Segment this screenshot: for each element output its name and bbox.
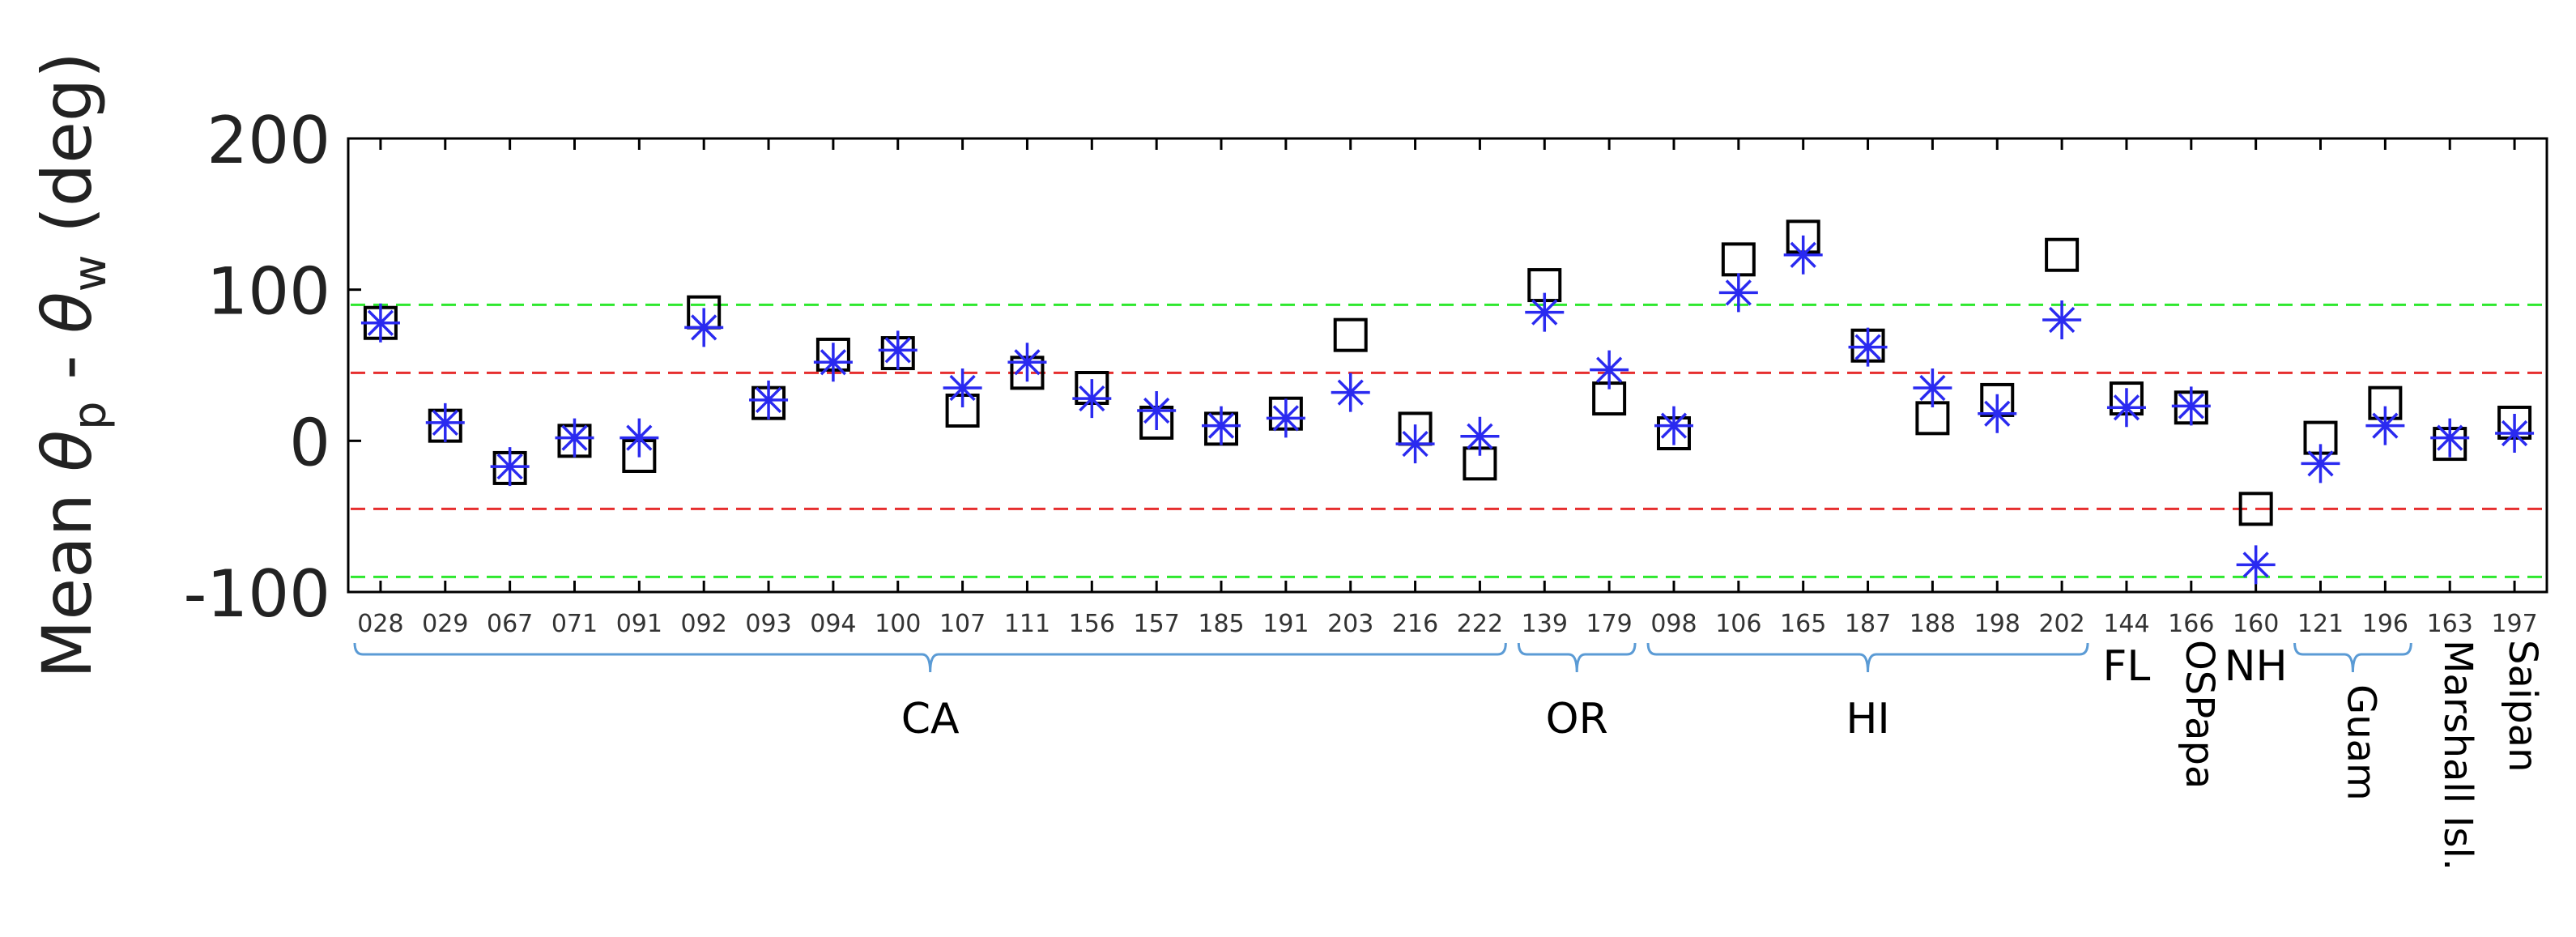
x-tick-label: 185 [1198,610,1244,638]
group-label: OSPapa [2177,640,2222,789]
x-tick-label: 098 [1650,610,1697,638]
asterisk-marker [2236,545,2276,585]
y-tick-label: -100 [183,556,330,632]
asterisk-marker [1072,379,1112,419]
group-label: CA [901,695,960,743]
group-bracket [1646,642,2089,673]
asterisk-marker [2495,414,2535,453]
x-tick-label: 028 [357,610,403,638]
asterisk-marker [425,402,465,442]
group-label: HI [1846,695,1889,743]
x-tick-label: 071 [551,610,598,638]
x-tick-label: 197 [2491,610,2537,638]
group-bracket [1517,642,1637,673]
x-tick-label: 166 [2168,610,2214,638]
asterisk-marker [1007,343,1047,382]
group-label: FL [2103,642,2151,691]
group-bracket [2293,642,2412,673]
reference-lines [351,303,2544,578]
asterisk-marker [684,308,724,347]
asterisk-marker [1590,350,1629,390]
asterisk-marker [1202,406,1241,445]
asterisk-marker [1913,368,1952,407]
x-tick-label: 100 [875,610,921,638]
asterisk-marker [1783,235,1823,275]
x-tick-label: 157 [1134,610,1180,638]
x-tick-label: 160 [2233,610,2279,638]
asterisk-marker [1395,424,1435,464]
x-tick-label: 216 [1392,610,1438,638]
x-tick-label: 139 [1522,610,1568,638]
x-tick-label: 107 [939,610,986,638]
square-marker [1915,401,1950,436]
x-tick-label: 165 [1780,610,1826,638]
asterisk-marker [943,368,982,407]
x-tick-label: 179 [1586,610,1632,638]
square-marker [2045,237,2080,272]
x-tick-label: 094 [810,610,856,638]
x-tick-label: 106 [1715,610,1761,638]
asterisk-marker [620,418,659,458]
asterisk-marker [360,303,400,343]
asterisk-marker [1654,406,1693,445]
x-tick-label: 092 [681,610,727,638]
y-tick-label: 100 [207,254,330,330]
group-label: Saipan [2500,640,2545,773]
group-label: OR [1546,695,1608,743]
asterisk-marker [555,418,594,458]
x-tick-label: 198 [1974,610,2020,638]
plot-frame [347,137,2548,594]
x-tick-label: 093 [745,610,791,638]
asterisk-marker [2042,300,2082,339]
asterisk-marker [749,380,789,420]
asterisk-marker [1266,398,1305,438]
y-tick-label: 200 [207,103,330,178]
x-tick-label: 203 [1327,610,1373,638]
asterisk-marker [2106,388,2146,428]
axis-ticks: -100 0 100 200 028 029 067 071 091 092 093 094 100 10… [183,103,2537,638]
group-label: Marshall Isl. [2435,640,2480,871]
x-tick-label: 144 [2103,610,2149,638]
asterisk-marker [1460,416,1500,456]
data-markers [360,219,2535,585]
square-marker [2238,492,2273,526]
plot-area [347,137,2548,594]
x-tick-label: 163 [2427,610,2473,638]
square-marker [1721,242,1756,277]
asterisk-marker [1718,273,1758,313]
asterisk-marker [1525,292,1565,332]
square-marker [1333,317,1368,352]
x-tick-label: 029 [422,610,468,638]
x-tick-label: 156 [1069,610,1115,638]
group-label: Guam [2338,684,2383,801]
asterisk-marker [2171,386,2211,426]
asterisk-marker [1978,394,2017,433]
x-tick-label: 187 [1845,610,1891,638]
x-tick-label: 091 [616,610,662,638]
x-tick-label: 121 [2297,610,2344,638]
asterisk-marker [1848,327,1888,367]
asterisk-marker [813,343,853,382]
x-tick-label: 196 [2362,610,2408,638]
asterisk-marker [878,330,918,370]
asterisk-marker [2301,444,2340,483]
y-tick-label: 0 [289,405,330,480]
x-tick-label: 111 [1004,610,1050,638]
group-annotations: CA OR HI FL OSPapa NH Guam Marshall Isl. Saipan [353,640,2545,871]
asterisk-marker [490,447,530,487]
asterisk-marker [2365,406,2405,445]
x-tick-label: 188 [1910,610,1956,638]
asterisk-marker [1137,391,1177,430]
x-tick-label: 222 [1457,610,1503,638]
y-axis-label: Mean θp - θw (deg) [28,52,117,679]
asterisk-marker [1331,373,1370,412]
x-tick-label: 202 [2038,610,2084,638]
group-label: NH [2225,642,2288,691]
x-tick-label: 191 [1262,610,1309,638]
group-bracket [353,642,1507,673]
asterisk-marker [2430,418,2470,458]
x-tick-label: 067 [487,610,533,638]
